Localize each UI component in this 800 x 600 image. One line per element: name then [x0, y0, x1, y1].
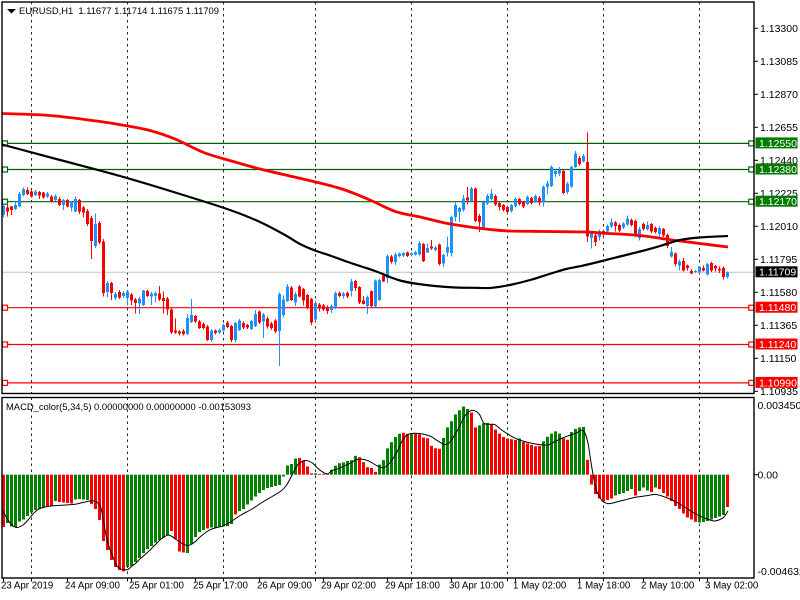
svg-text:1.11365: 1.11365 — [760, 320, 797, 332]
svg-text:1.12550: 1.12550 — [759, 138, 797, 150]
svg-text:1.11240: 1.11240 — [759, 339, 796, 351]
svg-text:1 May 18:00: 1 May 18:00 — [577, 581, 631, 592]
svg-text:1.11480: 1.11480 — [759, 302, 796, 314]
svg-text:1.12010: 1.12010 — [760, 221, 798, 233]
svg-text:1.13085: 1.13085 — [760, 56, 798, 68]
svg-text:29 Apr 18:00: 29 Apr 18:00 — [385, 581, 441, 592]
svg-text:MACD_color(5,34,5) 0.00000000: MACD_color(5,34,5) 0.00000000 0.00000000… — [6, 401, 251, 412]
svg-text:1.11580: 1.11580 — [760, 287, 797, 299]
svg-text:1.10935: 1.10935 — [760, 386, 798, 398]
svg-text:1 May 02:00: 1 May 02:00 — [513, 581, 567, 592]
svg-text:2 May 10:00: 2 May 10:00 — [641, 581, 695, 592]
svg-text:1.11795: 1.11795 — [760, 254, 797, 266]
svg-text:30 Apr 10:00: 30 Apr 10:00 — [449, 581, 505, 592]
svg-text:1.12870: 1.12870 — [760, 89, 798, 101]
svg-text:24 Apr 09:00: 24 Apr 09:00 — [65, 581, 121, 592]
svg-text:-0.0046321: -0.0046321 — [758, 566, 800, 578]
svg-text:1.11150: 1.11150 — [760, 353, 797, 365]
svg-text:25 Apr 17:00: 25 Apr 17:00 — [193, 581, 249, 592]
svg-text:3 May 02:00: 3 May 02:00 — [705, 581, 759, 592]
svg-text:23 Apr 2019: 23 Apr 2019 — [1, 581, 53, 592]
svg-text:1.12655: 1.12655 — [760, 122, 798, 134]
svg-text:1.11709: 1.11709 — [759, 267, 796, 279]
svg-text:EURUSD,H1 1.11677 1.11714 1.1: EURUSD,H1 1.11677 1.11714 1.11675 1.1170… — [19, 5, 219, 16]
svg-text:1.10990: 1.10990 — [759, 377, 797, 389]
svg-text:1.12170: 1.12170 — [759, 196, 797, 208]
svg-text:0.0034506: 0.0034506 — [758, 400, 800, 412]
svg-text:1.12380: 1.12380 — [759, 164, 797, 176]
svg-text:26 Apr 09:00: 26 Apr 09:00 — [257, 581, 313, 592]
svg-text:29 Apr 02:00: 29 Apr 02:00 — [321, 581, 377, 592]
svg-text:0.00: 0.00 — [758, 469, 779, 481]
svg-text:25 Apr 01:00: 25 Apr 01:00 — [129, 581, 185, 592]
svg-text:1.13300: 1.13300 — [760, 23, 798, 35]
